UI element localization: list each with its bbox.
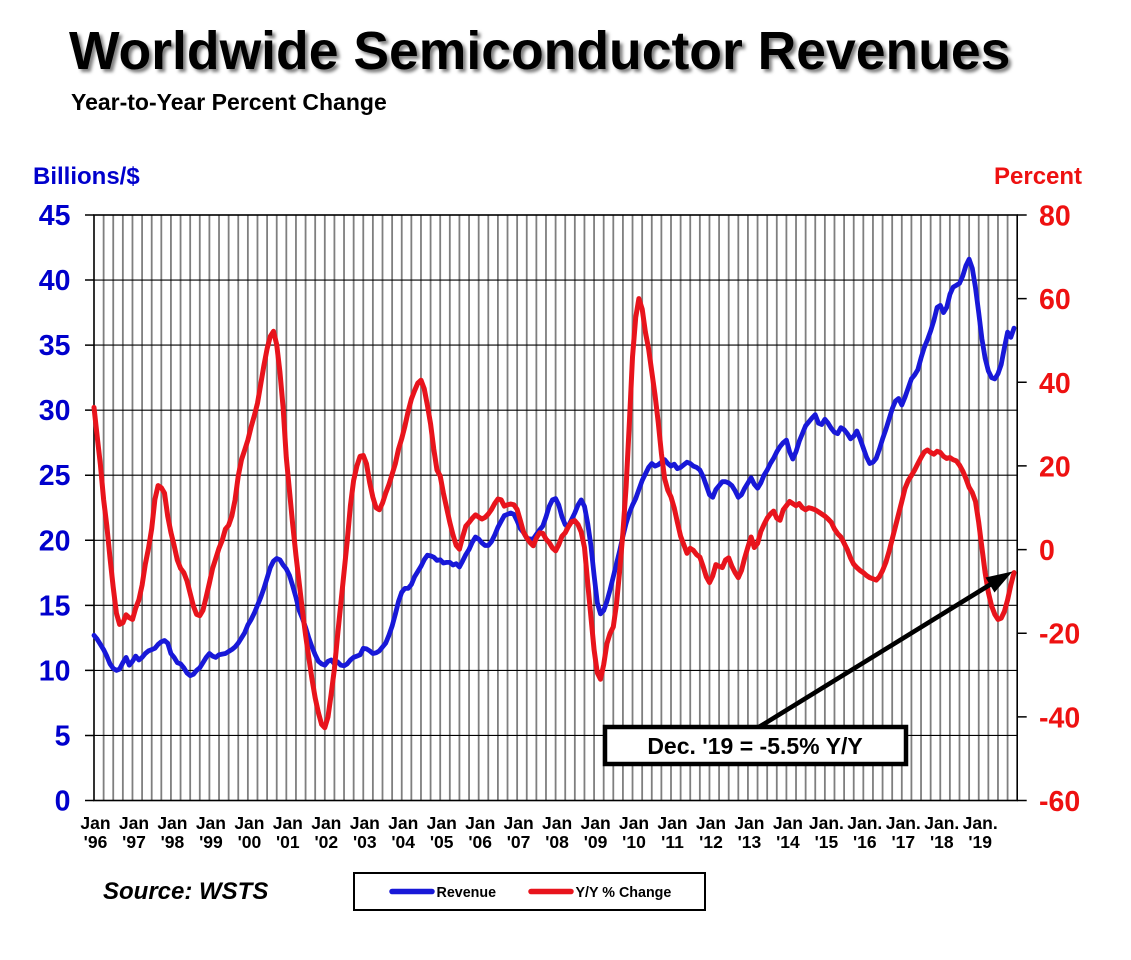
- svg-text:Jan'04: Jan '04: [388, 813, 418, 852]
- svg-text:60: 60: [1039, 284, 1071, 316]
- svg-text:Jan'05: Jan '05: [427, 813, 457, 852]
- svg-text:Jan.'15: Jan. '15: [809, 813, 844, 852]
- svg-text:Jan'13: Jan '13: [734, 813, 764, 852]
- svg-text:Jan'98: Jan '98: [157, 813, 187, 852]
- svg-text:20: 20: [39, 525, 71, 557]
- svg-text:Billions/$: Billions/$: [33, 163, 140, 190]
- svg-text:Jan'96: Jan '96: [80, 813, 110, 852]
- svg-text:-20: -20: [1039, 619, 1080, 651]
- svg-text:Jan'11: Jan '11: [657, 813, 687, 852]
- svg-text:80: 80: [1039, 201, 1071, 233]
- svg-text:35: 35: [39, 330, 71, 362]
- svg-text:Jan'00: Jan '00: [234, 813, 264, 852]
- svg-text:Year-to-Year Percent Change: Year-to-Year Percent Change: [71, 89, 387, 115]
- svg-text:Jan'10: Jan '10: [619, 813, 649, 852]
- svg-text:45: 45: [39, 200, 71, 232]
- svg-text:Jan.'16: Jan. '16: [847, 813, 882, 852]
- svg-text:Jan'97: Jan '97: [119, 813, 149, 852]
- svg-text:5: 5: [55, 720, 71, 752]
- svg-text:Jan'09: Jan '09: [581, 813, 611, 852]
- svg-text:-60: -60: [1039, 786, 1080, 818]
- svg-text:20: 20: [1039, 451, 1071, 483]
- svg-text:Jan'14: Jan '14: [773, 813, 803, 852]
- svg-text:Jan.'17: Jan. '17: [886, 813, 921, 852]
- svg-text:Jan'08: Jan '08: [542, 813, 572, 852]
- svg-text:Jan'07: Jan '07: [504, 813, 534, 852]
- svg-text:Jan'06: Jan '06: [465, 813, 495, 852]
- svg-text:Revenue: Revenue: [437, 885, 497, 901]
- svg-text:Y/Y % Change: Y/Y % Change: [576, 885, 672, 901]
- svg-text:Dec. '19 = -5.5% Y/Y: Dec. '19 = -5.5% Y/Y: [647, 733, 862, 759]
- svg-text:15: 15: [39, 590, 71, 622]
- svg-text:Jan'99: Jan '99: [196, 813, 226, 852]
- svg-text:40: 40: [1039, 368, 1071, 400]
- svg-text:40: 40: [39, 265, 71, 297]
- svg-text:0: 0: [55, 786, 71, 818]
- svg-text:Source: WSTS: Source: WSTS: [103, 878, 268, 905]
- svg-text:25: 25: [39, 460, 71, 492]
- svg-text:-40: -40: [1039, 702, 1080, 734]
- svg-text:Worldwide Semiconductor Revenu: Worldwide Semiconductor Revenues: [69, 22, 1010, 81]
- svg-text:Jan'12: Jan '12: [696, 813, 726, 852]
- svg-text:Jan.'18: Jan. '18: [924, 813, 959, 852]
- svg-text:Jan'03: Jan '03: [350, 813, 380, 852]
- svg-text:Jan'01: Jan '01: [273, 813, 303, 852]
- svg-text:10: 10: [39, 655, 71, 687]
- svg-text:Jan'02: Jan '02: [311, 813, 341, 852]
- svg-text:30: 30: [39, 395, 71, 427]
- svg-text:0: 0: [1039, 535, 1055, 567]
- svg-text:Percent: Percent: [994, 163, 1082, 190]
- svg-text:Jan.'19: Jan. '19: [963, 813, 998, 852]
